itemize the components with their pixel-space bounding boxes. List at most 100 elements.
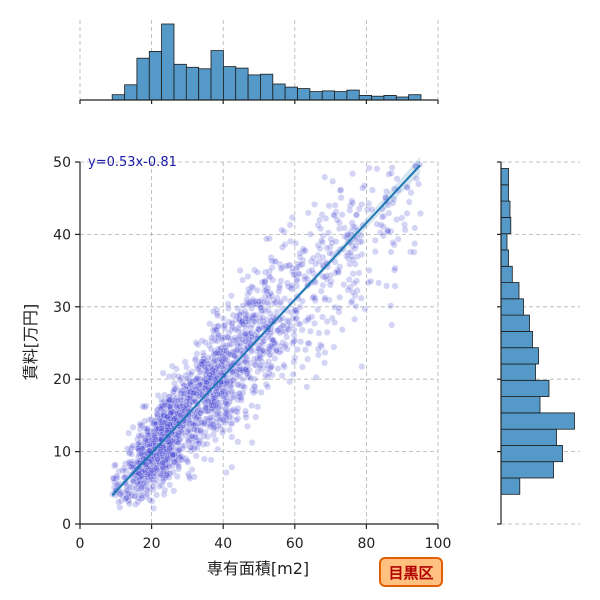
scatter-point [188,466,196,473]
scatter-point [315,329,323,337]
scatter-point [166,403,174,410]
scatter-point [171,380,178,387]
scatter-point [128,444,136,451]
scatter-point [325,202,333,210]
scatter-point [323,275,331,283]
scatter-point [281,343,289,351]
scatter-point [234,366,242,374]
scatter-point [330,343,338,351]
scatter-point [138,472,146,480]
scatter-point [248,402,256,409]
scatter-point [393,216,401,224]
top-histogram-bar [358,95,373,101]
x-tick-label: 20 [143,536,161,552]
scatter-point [221,321,229,329]
scatter-point [377,221,385,229]
scatter-point [256,354,264,362]
scatter-point [348,297,356,305]
scatter-point [359,184,367,192]
scatter-point [128,450,136,458]
scatter-point [115,498,122,506]
scatter-point [205,360,212,368]
scatter-point [311,200,318,208]
right-histogram-bar [500,477,521,495]
right-histogram-bar [500,265,513,283]
top-histogram-bar [309,91,323,101]
scatter-point [263,373,271,381]
scatter-point [230,406,238,413]
scatter-point [261,268,269,276]
scatter-point [358,200,366,208]
scatter-point [144,425,152,433]
scatter-point [384,227,392,235]
scatter-point [261,293,269,301]
scatter-point [257,361,264,369]
scatter-point [411,224,419,232]
scatter-point [293,309,300,316]
scatter-point [198,337,206,345]
scatter-point [183,382,191,390]
scatter-point [204,407,212,415]
scatter-point [266,351,273,359]
scatter-point [142,460,150,468]
scatter-point [178,428,186,435]
scatter-point [185,369,193,377]
top-histogram-bar [136,57,150,101]
scatter-point [148,497,156,505]
scatter-point [330,211,338,219]
scatter-point [244,290,252,298]
scatter-point [141,425,149,432]
scatter-point [358,363,366,370]
scatter-point [259,346,267,354]
scatter-point [269,276,277,284]
scatter-point [338,211,346,219]
scatter-point [198,387,206,395]
scatter-point [280,363,288,371]
scatter-point [182,401,190,409]
scatter-point [159,369,167,377]
scatter-point [417,210,424,217]
scatter-point [289,370,297,378]
scatter-point [260,298,268,306]
scatter-point [311,297,319,305]
scatter-point [373,165,381,173]
scatter-point [169,437,177,445]
right-histogram-grid [501,161,580,525]
scatter-point [233,312,241,320]
scatter-point [193,390,201,398]
scatter-point [113,472,120,480]
scatter-point [242,407,249,415]
scatter-point [201,362,209,370]
scatter-point [254,345,262,352]
scatter-point [155,424,163,432]
scatter-point [242,414,250,421]
scatter-point [230,393,238,401]
scatter-point [334,266,341,274]
scatter-point [337,186,345,194]
scatter-point [233,346,241,354]
scatter-point [234,438,242,446]
scatter-point [259,335,267,342]
scatter-point [197,429,204,437]
right-histogram-bar [500,347,539,365]
scatter-point [273,294,281,302]
scatter-point [242,330,249,338]
scatter-point [383,282,390,290]
scatter-point [263,235,270,243]
scatter-point [319,313,326,321]
scatter-point [138,483,146,491]
top-histogram-bar [247,74,261,101]
scatter-point [163,412,171,420]
scatter-point [328,250,336,258]
scatter-point [213,310,221,318]
scatter-point [365,199,373,207]
right-histogram-bar [500,330,533,349]
scatter-point [299,261,306,268]
scatter-point [375,279,383,287]
scatter-point [252,311,260,319]
scatter-point [349,199,357,207]
scatter-point [122,495,129,503]
scatter-point [259,317,267,325]
scatter-point [231,334,239,342]
right-histogram [500,168,575,495]
